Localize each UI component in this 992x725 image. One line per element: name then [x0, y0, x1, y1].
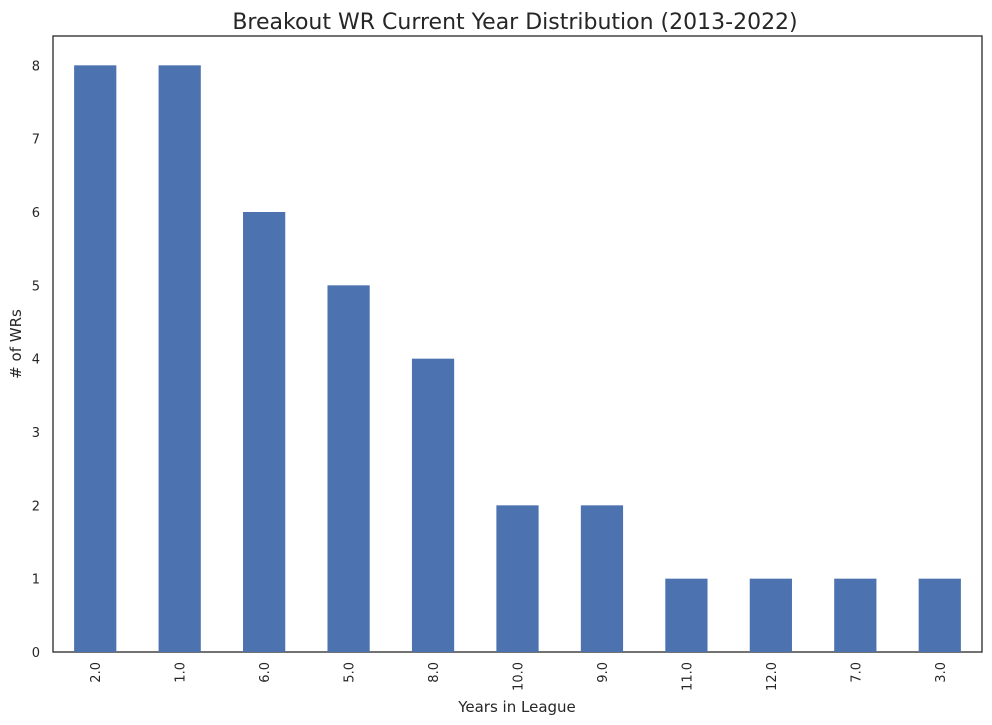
x-tick-label: 5.0	[343, 662, 358, 683]
x-axis-ticks: 2.0 1.0 6.0 5.0 8.0 10.0 9.0 11.0 12.0 7.0 3.0	[89, 662, 949, 691]
y-axis-label: # of WRs	[7, 309, 25, 379]
y-tick-label: 0	[32, 646, 40, 661]
y-tick-label: 1	[32, 573, 40, 588]
y-tick-label: 4	[32, 353, 40, 368]
bar-10.0	[496, 505, 539, 652]
y-tick-label: 7	[32, 133, 40, 148]
x-axis-label: Years in League	[457, 698, 576, 716]
bar-9.0	[580, 505, 624, 652]
bar-12.0	[749, 578, 792, 652]
x-tick-label: 10.0	[512, 662, 527, 691]
bar-11.0	[665, 578, 708, 652]
x-tick-label: 1.0	[174, 662, 189, 683]
y-tick-label: 8	[32, 59, 40, 74]
bar-7.0	[834, 578, 877, 652]
x-tick-label: 3.0	[934, 662, 949, 683]
bar-6.0	[243, 212, 286, 652]
bar-8.0	[411, 358, 455, 652]
x-tick-label: 6.0	[258, 662, 273, 683]
bars-group	[74, 65, 961, 653]
x-tick-label: 2.0	[89, 662, 104, 683]
y-tick-label: 3	[32, 426, 40, 441]
x-tick-label: 11.0	[680, 662, 695, 691]
x-tick-label: 7.0	[849, 662, 864, 683]
x-tick-label: 9.0	[596, 662, 611, 683]
chart-title: Breakout WR Current Year Distribution (2…	[232, 10, 797, 35]
bar-5.0	[327, 285, 370, 652]
x-tick-label: 12.0	[765, 662, 780, 691]
bar-1.0	[158, 65, 201, 653]
x-tick-label: 8.0	[427, 662, 442, 683]
y-tick-label: 5	[32, 279, 40, 294]
y-tick-label: 6	[32, 206, 40, 221]
bar-3.0	[918, 578, 961, 652]
y-tick-label: 2	[32, 499, 40, 514]
y-axis-ticks: 0 1 2 3 4 5 6 7 8	[32, 59, 40, 661]
bar-2.0	[74, 65, 117, 653]
